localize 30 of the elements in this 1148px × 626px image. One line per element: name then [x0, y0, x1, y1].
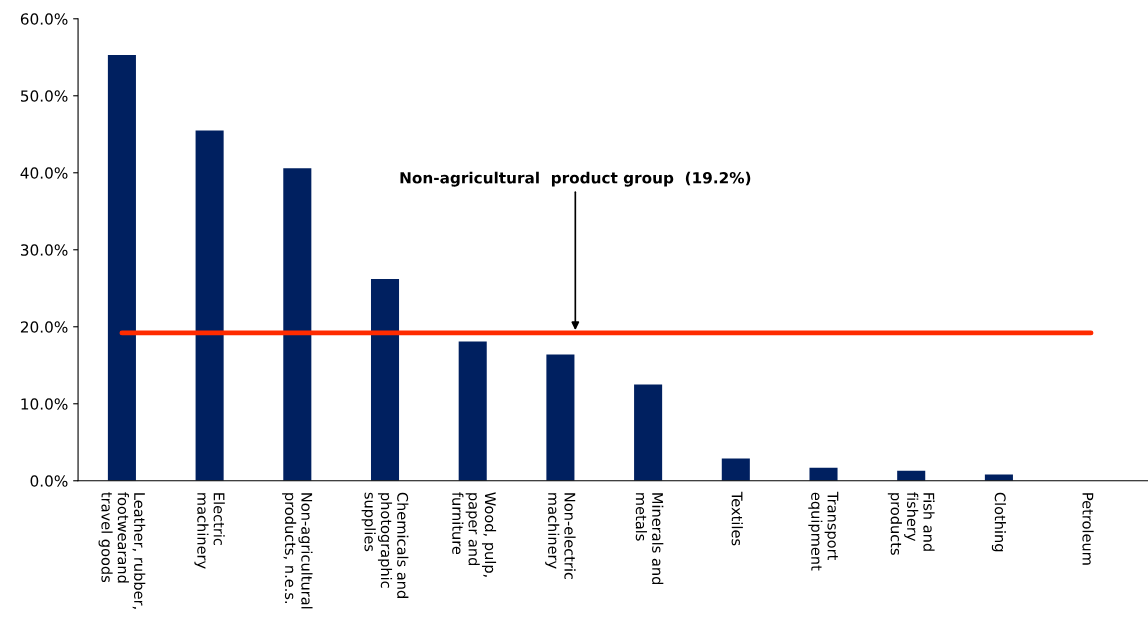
y-tick-label: 50.0% [20, 90, 68, 102]
x-tick-label: Petroleum [1082, 493, 1094, 565]
bar [458, 341, 487, 481]
y-tick-label: 60.0% [20, 13, 68, 25]
y-tick-label: 10.0% [21, 398, 68, 410]
x-tick-label: Electric machinery [194, 493, 225, 569]
x-tick-label: Non-electric machinery [545, 493, 576, 580]
x-tick-label: Non-agricultural products, n.e.s. [282, 493, 313, 609]
y-tick-label: 40.0% [20, 167, 68, 179]
x-tick-label: Leather, rubber, footwearand travel goods [98, 492, 146, 609]
bar [897, 470, 926, 481]
x-tick-label: Wood, pulp, paper and furniture [452, 492, 497, 577]
x-tick-label: Chemicals and photographic supplies [361, 492, 409, 598]
bar [809, 467, 838, 481]
y-tick-label: 20.0% [20, 321, 68, 333]
bar [370, 279, 400, 481]
x-tick-label: Minerals and metals [635, 493, 664, 585]
x-tick-label: Clothing [991, 492, 1006, 552]
y-tick-label: 0.0% [30, 475, 68, 487]
ref-line-label: Non-agricultural product group (19.2%) [400, 171, 751, 187]
bar [283, 168, 312, 481]
x-tick-label: Transport equipment [808, 491, 839, 571]
x-tick-label: Fish and fishery products [887, 492, 935, 555]
bar [721, 458, 750, 481]
x-tick-label: Textiles [731, 491, 743, 546]
bar [107, 54, 136, 481]
bar [546, 354, 575, 481]
bar [634, 384, 663, 481]
y-tick-label: 30.0% [20, 244, 68, 256]
bar [195, 130, 224, 481]
